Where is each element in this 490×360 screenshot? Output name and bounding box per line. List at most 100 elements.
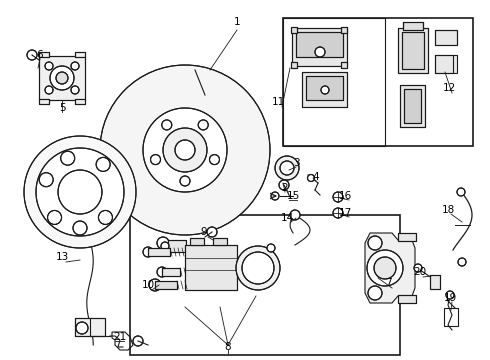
- Circle shape: [143, 247, 153, 257]
- Bar: [403, 22, 423, 30]
- Circle shape: [100, 65, 270, 235]
- Text: 7: 7: [385, 278, 392, 288]
- Circle shape: [279, 180, 289, 190]
- Bar: [75, 52, 85, 57]
- Bar: [400, 85, 425, 127]
- Circle shape: [163, 128, 207, 172]
- Bar: [444, 308, 458, 326]
- Circle shape: [308, 175, 315, 181]
- Text: 13: 13: [55, 252, 69, 262]
- Circle shape: [143, 108, 227, 192]
- Bar: [435, 55, 453, 73]
- Circle shape: [61, 151, 74, 165]
- Circle shape: [236, 246, 280, 290]
- Bar: [292, 28, 347, 66]
- Bar: [162, 268, 180, 276]
- Bar: [402, 32, 424, 69]
- Text: 11: 11: [271, 97, 285, 107]
- Bar: [283, 18, 473, 146]
- Text: 20: 20: [414, 267, 427, 277]
- Circle shape: [71, 62, 79, 70]
- Bar: [39, 99, 49, 104]
- Text: 15: 15: [286, 191, 299, 201]
- Bar: [213, 238, 227, 245]
- Circle shape: [210, 154, 220, 165]
- Bar: [39, 52, 49, 57]
- Bar: [296, 32, 343, 57]
- Circle shape: [56, 72, 68, 84]
- Circle shape: [96, 157, 110, 171]
- Circle shape: [39, 173, 53, 187]
- Text: 2: 2: [282, 183, 288, 193]
- Text: 4: 4: [313, 172, 319, 182]
- Bar: [430, 275, 440, 289]
- Circle shape: [414, 264, 422, 272]
- Text: 8: 8: [225, 342, 231, 352]
- Circle shape: [367, 250, 403, 286]
- Bar: [435, 30, 457, 45]
- Bar: [341, 27, 347, 33]
- Circle shape: [157, 267, 167, 277]
- Text: 19: 19: [443, 293, 457, 303]
- Circle shape: [275, 156, 299, 180]
- Circle shape: [368, 236, 382, 250]
- Text: 14: 14: [280, 213, 294, 223]
- Circle shape: [50, 66, 74, 90]
- Bar: [398, 28, 428, 73]
- Circle shape: [27, 50, 37, 60]
- Circle shape: [333, 192, 343, 202]
- Bar: [168, 240, 186, 252]
- Bar: [398, 28, 428, 73]
- Circle shape: [175, 140, 195, 160]
- Circle shape: [157, 237, 169, 249]
- Bar: [283, 18, 385, 146]
- Bar: [130, 215, 400, 355]
- Circle shape: [267, 244, 275, 252]
- Circle shape: [45, 62, 53, 70]
- Circle shape: [446, 291, 454, 299]
- Circle shape: [290, 210, 300, 220]
- Bar: [155, 281, 177, 289]
- Bar: [296, 32, 343, 57]
- Bar: [39, 56, 85, 100]
- Bar: [302, 72, 347, 107]
- Bar: [291, 27, 297, 33]
- Bar: [75, 318, 105, 336]
- Circle shape: [333, 208, 343, 218]
- Bar: [341, 62, 347, 68]
- Circle shape: [242, 252, 274, 284]
- Bar: [75, 99, 85, 104]
- Circle shape: [73, 221, 87, 235]
- Text: 21: 21: [113, 332, 126, 342]
- Circle shape: [374, 257, 396, 279]
- Text: 16: 16: [339, 191, 352, 201]
- Bar: [306, 76, 343, 100]
- Circle shape: [457, 188, 465, 196]
- Text: 9: 9: [201, 227, 207, 237]
- Circle shape: [368, 286, 382, 300]
- Circle shape: [36, 148, 124, 236]
- Bar: [435, 30, 457, 45]
- Circle shape: [280, 161, 294, 175]
- Circle shape: [162, 120, 172, 130]
- Text: 5: 5: [59, 103, 65, 113]
- Bar: [168, 240, 186, 252]
- Circle shape: [458, 258, 466, 266]
- Bar: [398, 295, 416, 303]
- Bar: [400, 85, 425, 127]
- Bar: [398, 233, 416, 241]
- Circle shape: [271, 192, 279, 200]
- Circle shape: [315, 47, 325, 57]
- Circle shape: [150, 154, 161, 165]
- Text: 18: 18: [441, 205, 455, 215]
- Circle shape: [198, 120, 208, 130]
- Circle shape: [48, 211, 62, 224]
- Bar: [291, 27, 297, 33]
- Circle shape: [180, 176, 190, 186]
- Circle shape: [45, 86, 53, 94]
- Bar: [402, 32, 424, 69]
- Bar: [306, 76, 343, 100]
- Bar: [291, 62, 297, 68]
- Bar: [398, 233, 416, 241]
- Bar: [190, 238, 204, 245]
